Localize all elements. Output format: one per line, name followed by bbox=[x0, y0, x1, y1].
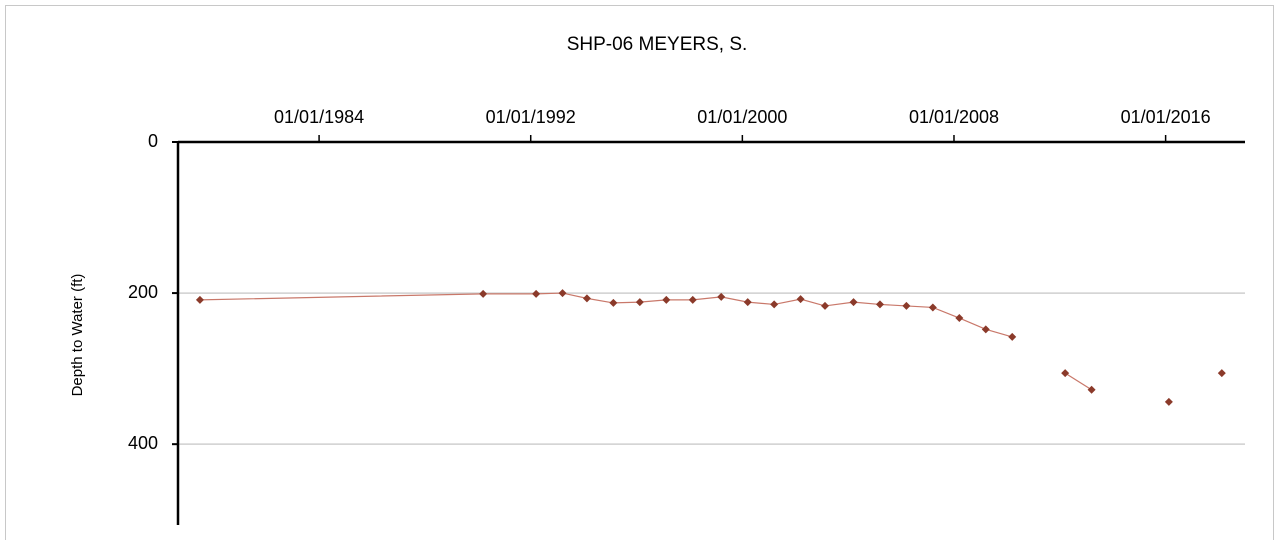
data-point bbox=[582, 294, 591, 303]
data-point bbox=[928, 303, 937, 312]
x-tick-label: 01/01/2008 bbox=[909, 107, 999, 127]
frame bbox=[5, 5, 1274, 540]
chart-title: SHP-06 MEYERS, S. bbox=[567, 34, 748, 55]
series-line bbox=[199, 292, 1013, 338]
y-axis-label: Depth to Water (ft) bbox=[69, 274, 86, 397]
data-point bbox=[955, 314, 964, 323]
data-point bbox=[981, 325, 990, 334]
series-line bbox=[1064, 372, 1092, 391]
data-point bbox=[796, 295, 805, 304]
data-point bbox=[902, 301, 911, 310]
data-point bbox=[743, 298, 752, 307]
data-point bbox=[1164, 397, 1173, 406]
data-point bbox=[1087, 385, 1096, 394]
data-point bbox=[662, 295, 671, 304]
x-tick-label: 01/01/2016 bbox=[1121, 107, 1211, 127]
y-tick-label: 0 bbox=[148, 131, 158, 151]
data-point bbox=[849, 298, 858, 307]
data-point bbox=[1061, 369, 1070, 378]
data-point bbox=[1008, 332, 1017, 341]
data-point bbox=[635, 298, 644, 307]
data-point bbox=[532, 289, 541, 298]
data-point bbox=[609, 298, 618, 307]
data-point bbox=[820, 301, 829, 310]
data-point bbox=[195, 295, 204, 304]
data-point bbox=[770, 300, 779, 309]
data-point bbox=[875, 300, 884, 309]
x-tick-label: 01/01/1992 bbox=[486, 107, 576, 127]
x-tick-label: 01/01/1984 bbox=[274, 107, 364, 127]
data-point bbox=[558, 289, 567, 298]
x-tick-label: 01/01/2000 bbox=[697, 107, 787, 127]
data-point bbox=[717, 292, 726, 301]
y-tick-label: 400 bbox=[128, 433, 158, 453]
data-point bbox=[688, 295, 697, 304]
data-point bbox=[479, 289, 488, 298]
data-point bbox=[1217, 369, 1226, 378]
y-tick-label: 200 bbox=[128, 282, 158, 302]
